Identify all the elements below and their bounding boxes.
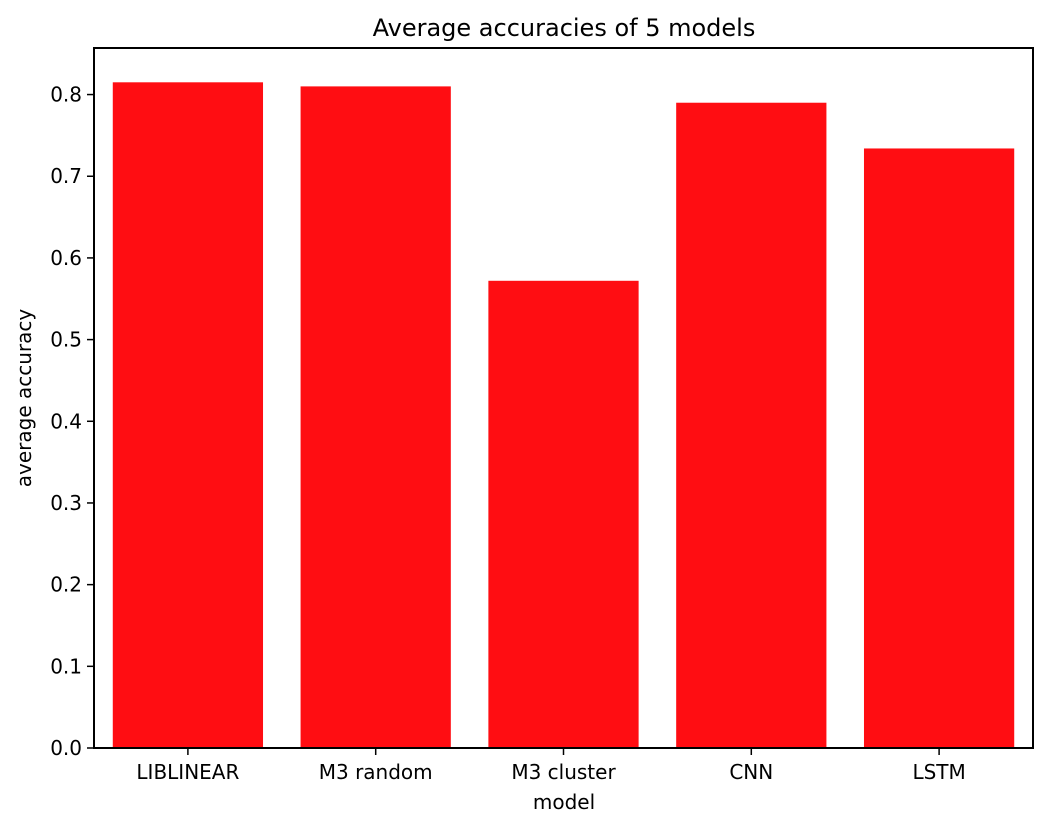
- bar-m3-cluster: [488, 280, 639, 748]
- bar-cnn: [676, 102, 827, 749]
- x-tick-label: LIBLINEAR: [136, 760, 239, 784]
- y-tick-label: 0.8: [50, 83, 82, 107]
- y-tick-label: 0.5: [50, 328, 82, 352]
- y-tick-label: 0.7: [50, 164, 82, 188]
- x-axis: LIBLINEAR M3 random M3 cluster CNN LSTM: [136, 748, 966, 784]
- plot-area-frame: [93, 47, 1034, 749]
- x-axis-label: model: [533, 790, 595, 814]
- y-axis-label: average accuracy: [12, 309, 36, 488]
- y-tick-label: 0.2: [50, 573, 82, 597]
- y-tick-label: 0.0: [50, 736, 82, 760]
- y-tick-label: 0.4: [50, 409, 82, 433]
- x-tick-label: M3 random: [319, 760, 433, 784]
- bar-lstm: [863, 148, 1015, 749]
- bar-liblinear: [112, 82, 264, 748]
- y-tick-label: 0.1: [50, 654, 82, 678]
- bars-group: [112, 82, 1015, 749]
- x-tick-label: CNN: [729, 760, 773, 784]
- x-tick-label: M3 cluster: [511, 760, 616, 784]
- chart-title: Average accuracies of 5 models: [373, 14, 756, 42]
- x-tick-label: LSTM: [912, 760, 965, 784]
- y-axis: 0.0 0.1 0.2 0.3 0.4 0.5 0.6 0.7 0.8: [50, 83, 94, 760]
- y-tick-label: 0.3: [50, 491, 82, 515]
- bar-m3-random: [300, 86, 451, 749]
- y-tick-label: 0.6: [50, 246, 82, 270]
